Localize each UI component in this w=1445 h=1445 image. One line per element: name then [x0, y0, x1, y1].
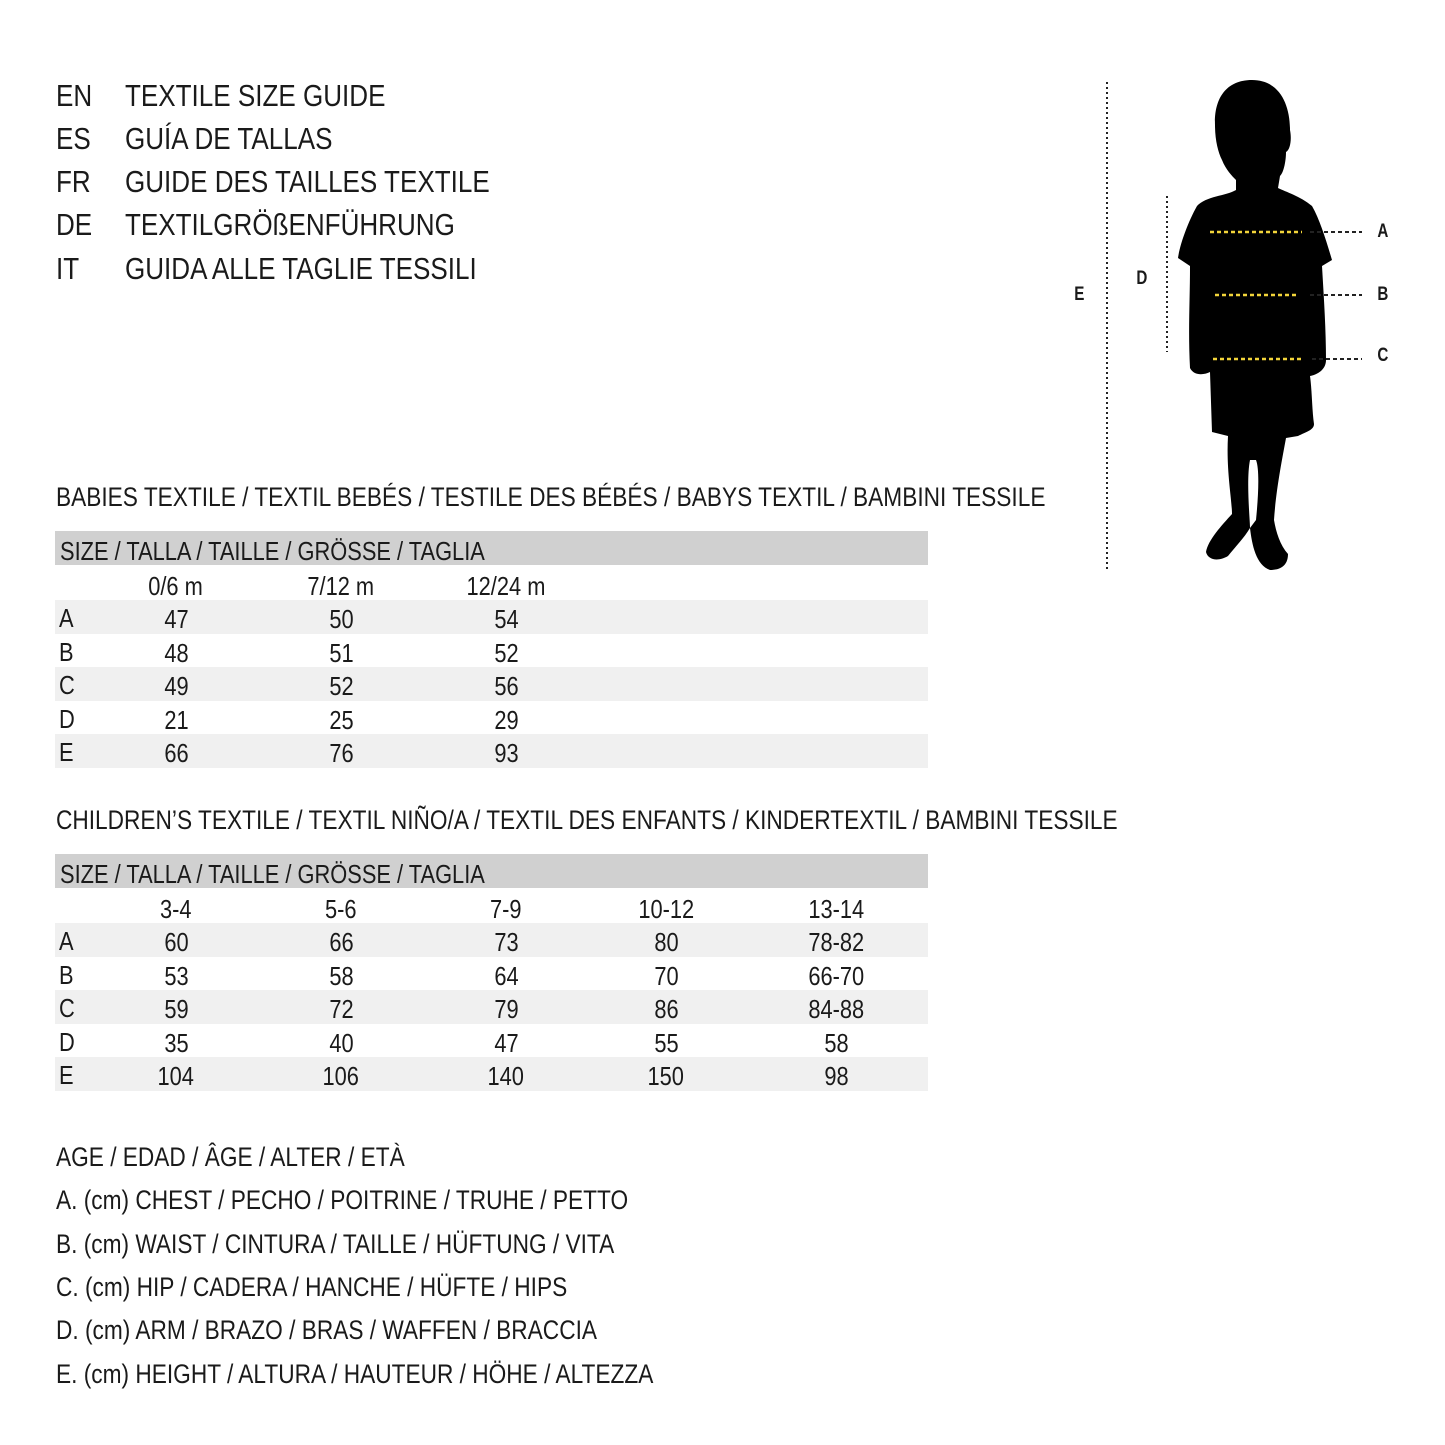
- child-silhouette-icon: [1178, 80, 1332, 570]
- table-cell: 47: [493, 1027, 519, 1058]
- title-text: TEXTILGRÖßENFÜHRUNG: [125, 207, 455, 242]
- table-cell: 150: [647, 1061, 685, 1092]
- table-cell: 56: [493, 671, 519, 702]
- table-row: C 59 72 79 86 84-88: [55, 990, 928, 1025]
- row-label: C: [59, 993, 75, 1024]
- table-cell: 78-82: [808, 927, 864, 957]
- table-cell: 93: [493, 738, 519, 769]
- title-text: GUIDA ALLE TAGLIE TESSILI: [125, 251, 477, 286]
- title-text: GUÍA DE TALLAS: [125, 121, 333, 156]
- lang-code: DE: [56, 207, 93, 242]
- label-c: C: [1377, 345, 1389, 366]
- size-header-text: SIZE / TALLA / TAILLE / GRÖSSE / TAGLIA: [60, 859, 485, 889]
- table-cell: 48: [163, 637, 189, 668]
- column-header: 10-12: [638, 894, 694, 924]
- table-cell: 25: [328, 704, 354, 735]
- row-label: B: [59, 636, 74, 667]
- table-cell: 51: [328, 637, 354, 668]
- lang-code: ES: [56, 121, 91, 156]
- table-row: C 49 52 56: [55, 667, 928, 702]
- babies-heading: BABIES TEXTILE / TEXTIL BEBÉS / TESTILE …: [56, 482, 1046, 512]
- table-cell: 50: [328, 604, 354, 634]
- column-header: 0/6 m: [148, 571, 204, 601]
- table-cell: 64: [493, 960, 519, 991]
- table-cell: 73: [493, 927, 519, 957]
- table-cell: 60: [163, 927, 189, 957]
- label-e: E: [1074, 284, 1085, 305]
- column-header: 13-14: [808, 894, 864, 924]
- row-label: E: [59, 737, 74, 768]
- legend-line: AGE / EDAD / ÂGE / ALTER / ETÀ: [56, 1142, 405, 1172]
- table-row: D 21 25 29: [55, 701, 928, 735]
- table-cell: 80: [653, 927, 679, 957]
- table-cell: 84-88: [808, 994, 864, 1025]
- label-b: B: [1377, 284, 1389, 305]
- table-row: A 60 66 73 80 78-82: [55, 923, 928, 957]
- babies-size-header: SIZE / TALLA / TAILLE / GRÖSSE / TAGLIA: [55, 531, 928, 566]
- table-row: E 66 76 93: [55, 734, 928, 769]
- table-cell: 29: [493, 704, 519, 735]
- row-label: A: [59, 926, 74, 956]
- row-label: D: [59, 703, 75, 734]
- label-a: A: [1377, 221, 1389, 242]
- child-silhouette-diagram: [1106, 80, 1362, 570]
- children-column-headers: 3-4 5-6 7-9 10-12 13-14: [55, 890, 928, 924]
- table-cell: 54: [493, 604, 519, 634]
- legend-line: B. (cm) WAIST / CINTURA / TAILLE / HÜFTU…: [56, 1229, 615, 1259]
- babies-column-headers: 0/6 m 7/12 m 12/24 m: [55, 567, 928, 601]
- label-d: D: [1136, 268, 1148, 289]
- row-label: B: [59, 959, 74, 990]
- table-cell: 58: [328, 960, 354, 991]
- table-cell: 66: [328, 927, 354, 957]
- table-row: A 47 50 54: [55, 600, 928, 634]
- table-row: E 104 106 140 150 98: [55, 1057, 928, 1092]
- row-label: A: [59, 603, 74, 633]
- table-cell: 35: [163, 1027, 189, 1058]
- table-cell: 52: [493, 637, 519, 668]
- size-header-text: SIZE / TALLA / TAILLE / GRÖSSE / TAGLIA: [60, 536, 485, 566]
- table-row: D 35 40 47 55 58: [55, 1024, 928, 1058]
- table-cell: 59: [163, 994, 189, 1025]
- table-cell: 66-70: [808, 960, 864, 991]
- column-header: 7-9: [490, 894, 522, 924]
- column-header: 12/24 m: [466, 571, 546, 601]
- legend-line: D. (cm) ARM / BRAZO / BRAS / WAFFEN / BR…: [56, 1315, 597, 1345]
- table-cell: 55: [653, 1027, 679, 1058]
- row-label: D: [59, 1026, 75, 1057]
- lang-code: IT: [56, 251, 80, 286]
- column-header: 7/12 m: [307, 571, 375, 601]
- table-cell: 66: [163, 738, 189, 769]
- legend-line: A. (cm) CHEST / PECHO / POITRINE / TRUHE…: [56, 1185, 629, 1215]
- row-label: E: [59, 1060, 74, 1091]
- lang-code: FR: [56, 164, 91, 199]
- table-row: B 48 51 52: [55, 634, 928, 668]
- title-text: TEXTILE SIZE GUIDE: [125, 78, 386, 113]
- table-cell: 40: [328, 1027, 354, 1058]
- title-text: GUIDE DES TAILLES TEXTILE: [125, 164, 490, 199]
- children-size-header: SIZE / TALLA / TAILLE / GRÖSSE / TAGLIA: [55, 854, 928, 889]
- table-cell: 52: [328, 671, 354, 702]
- table-cell: 58: [823, 1027, 849, 1058]
- row-label: C: [59, 670, 75, 701]
- table-cell: 53: [163, 960, 189, 991]
- lang-code: EN: [56, 78, 93, 113]
- legend-line: E. (cm) HEIGHT / ALTURA / HAUTEUR / HÖHE…: [56, 1359, 654, 1389]
- table-cell: 140: [487, 1061, 525, 1092]
- column-header: 5-6: [325, 894, 357, 924]
- table-cell: 21: [163, 704, 189, 735]
- table-cell: 106: [322, 1061, 360, 1092]
- table-cell: 70: [653, 960, 679, 991]
- table-cell: 49: [163, 671, 189, 702]
- table-cell: 104: [157, 1061, 195, 1092]
- table-cell: 47: [163, 604, 189, 634]
- table-cell: 72: [328, 994, 354, 1025]
- table-cell: 76: [328, 738, 354, 769]
- table-row: B 53 58 64 70 66-70: [55, 957, 928, 991]
- table-cell: 79: [493, 994, 519, 1025]
- column-header: 3-4: [160, 894, 192, 924]
- children-heading: CHILDREN’S TEXTILE / TEXTIL NIÑO/A / TEX…: [56, 805, 1118, 835]
- table-cell: 86: [653, 994, 679, 1025]
- table-cell: 98: [823, 1061, 849, 1092]
- legend-line: C. (cm) HIP / CADERA / HANCHE / HÜFTE / …: [56, 1272, 568, 1302]
